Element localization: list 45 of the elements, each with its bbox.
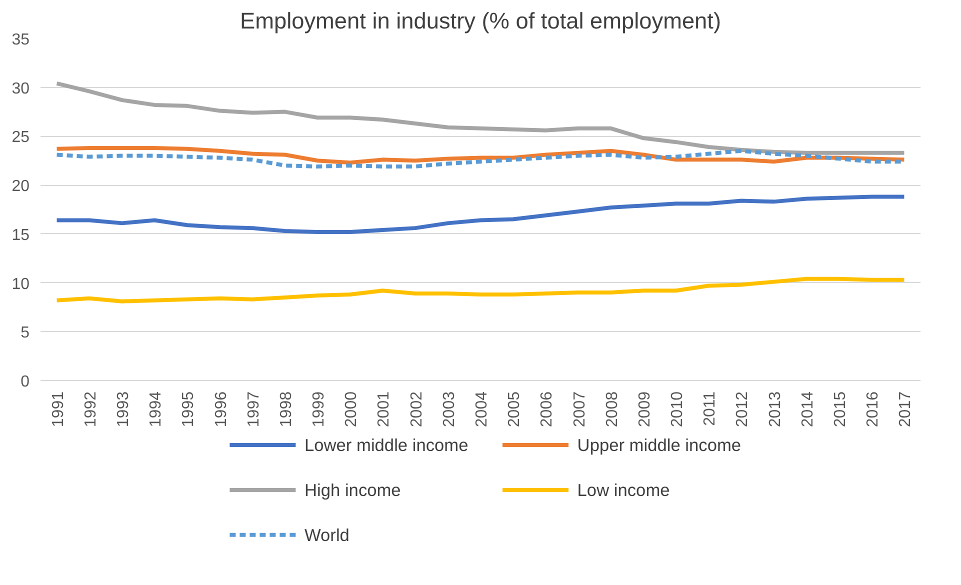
x-tick-label: 2005 <box>506 391 524 428</box>
legend-label: Lower middle income <box>304 435 468 455</box>
x-tick-label: 2011 <box>702 391 719 426</box>
x-tick-label: 2006 <box>538 391 556 428</box>
y-tick-label: 15 <box>12 226 30 244</box>
line-series <box>54 81 906 155</box>
legend-label: Upper middle income <box>577 435 742 455</box>
x-tick-label: 2012 <box>734 391 752 428</box>
x-tick-label: 2004 <box>474 391 490 428</box>
x-tick-label: 2013 <box>766 391 784 428</box>
line-series <box>54 276 906 304</box>
x-tick-label: 1996 <box>212 391 230 428</box>
y-tick-label: 35 <box>12 32 30 48</box>
x-tick-label: 1998 <box>278 391 295 428</box>
x-tick-label: 2014 <box>799 391 816 428</box>
legend-label: High income <box>304 480 401 500</box>
x-tick-label: 2017 <box>897 391 914 428</box>
chart-title: Employment in industry (% of total employment) <box>240 8 722 34</box>
x-tick-label: 2000 <box>343 391 360 428</box>
y-tick-label: 5 <box>20 324 30 342</box>
x-tick-label: 2008 <box>604 391 621 428</box>
y-tick-label: 25 <box>12 129 30 146</box>
legend-label: World <box>304 524 350 545</box>
x-tick-label: 1995 <box>180 391 198 428</box>
x-tick-label: 1992 <box>82 391 100 428</box>
x-tick-label: 2009 <box>636 391 654 428</box>
x-tick-label: 2002 <box>408 391 426 428</box>
x-tick-label: 2007 <box>571 391 588 428</box>
x-tick-label: 1997 <box>245 391 262 428</box>
line-series <box>54 194 906 234</box>
y-tick-label: 20 <box>12 178 30 196</box>
x-tick-label: 2003 <box>440 391 458 428</box>
y-tick-label: 30 <box>12 80 30 98</box>
y-tick-label: 0 <box>20 374 30 390</box>
x-tick-label: 1991 <box>50 391 67 428</box>
legend-label: Low income <box>577 480 670 500</box>
x-tick-label: 1993 <box>114 391 132 428</box>
x-tick-label: 2010 <box>669 391 686 428</box>
x-tick-label: 2016 <box>864 391 882 428</box>
y-tick-label: 10 <box>12 276 30 293</box>
x-tick-label: 1999 <box>310 391 328 428</box>
x-tick-label: 1994 <box>148 391 165 428</box>
x-tick-label: 2001 <box>376 391 393 428</box>
x-tick-label: 2015 <box>832 391 850 428</box>
line-series <box>54 146 906 165</box>
